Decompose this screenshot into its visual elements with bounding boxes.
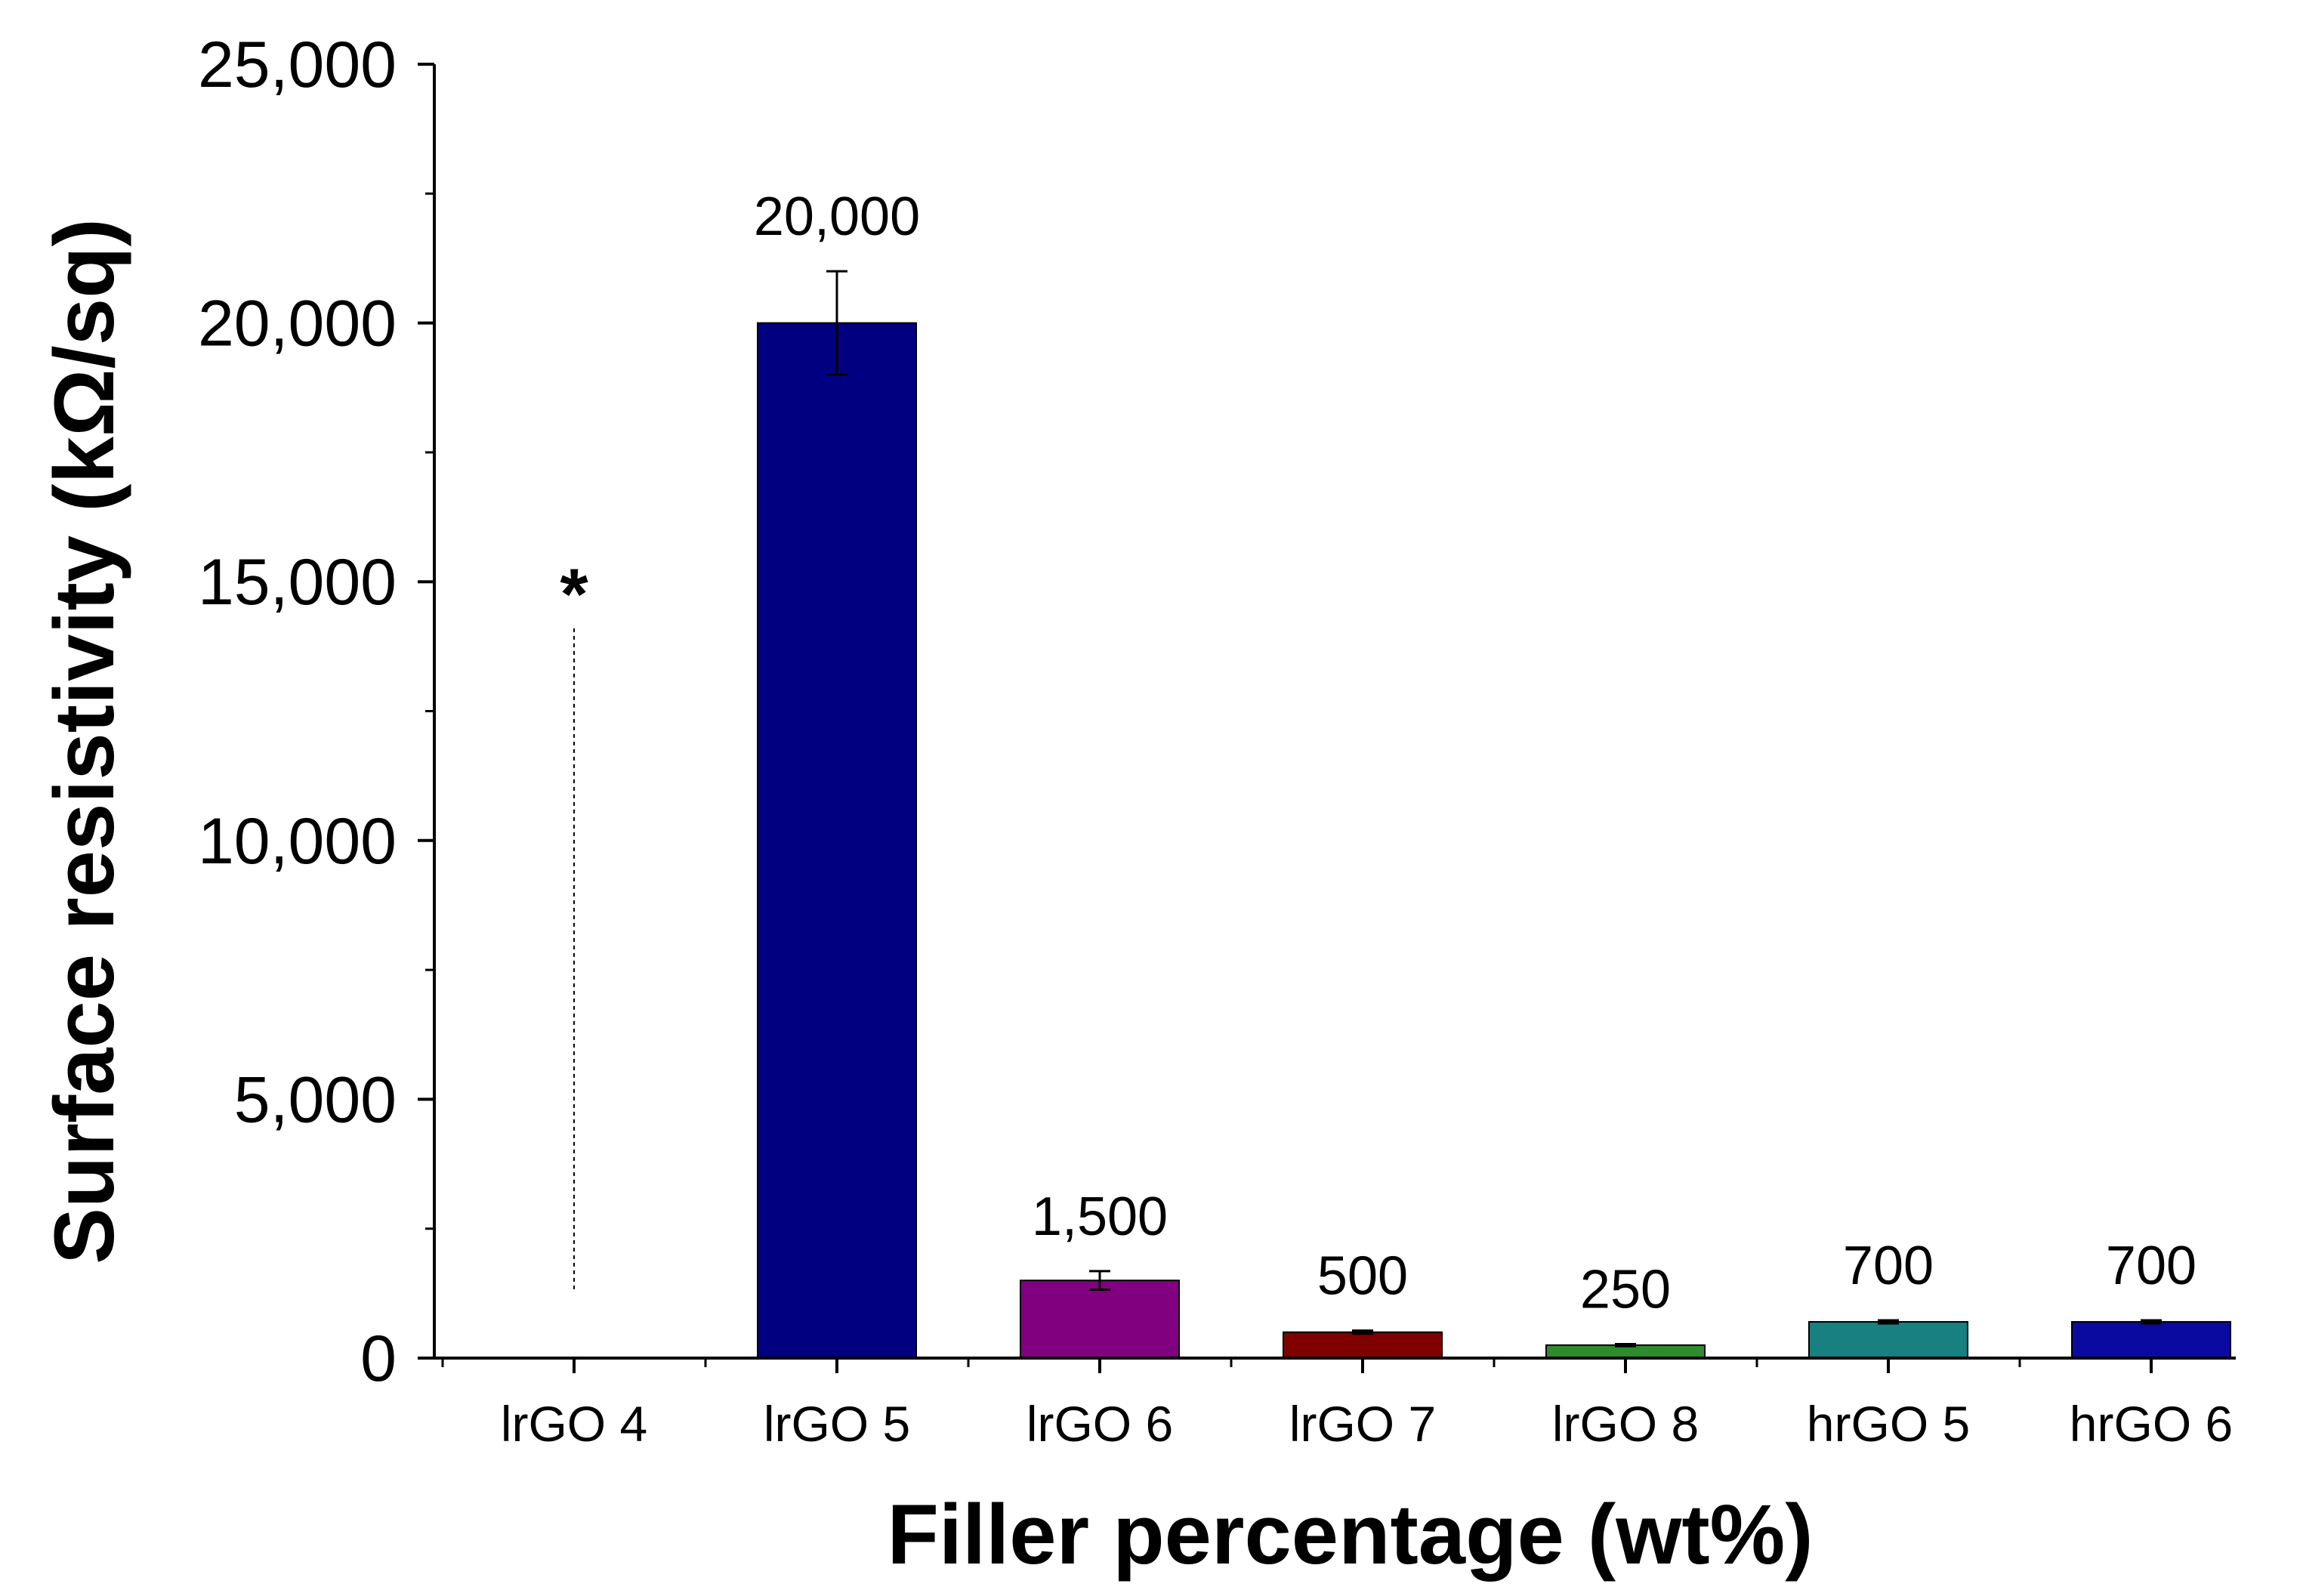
data-label: 500 bbox=[1317, 1246, 1408, 1307]
y-tick-label: 15,000 bbox=[198, 546, 397, 619]
error-bars-group bbox=[826, 270, 2162, 1347]
bars-group bbox=[757, 322, 2231, 1360]
bar-hrgo-5 bbox=[1808, 1321, 1968, 1360]
data-label: 700 bbox=[1843, 1236, 1934, 1296]
y-tick-label: 10,000 bbox=[198, 805, 397, 878]
y-tick-label: 25,000 bbox=[198, 29, 397, 101]
data-label: 700 bbox=[2106, 1236, 2196, 1296]
y-tick-label: 5,000 bbox=[234, 1063, 397, 1136]
bar-hrgo-6 bbox=[2071, 1321, 2231, 1360]
axes-group bbox=[418, 63, 2236, 1373]
x-tick-label: lrGO 5 bbox=[764, 1396, 910, 1452]
x-axis-title: Filler percentage (wt%) bbox=[887, 1487, 1813, 1582]
x-tick-label: lrGO 4 bbox=[501, 1396, 647, 1452]
y-axis-title: Surface resistivity (kΩ/sq) bbox=[37, 218, 131, 1264]
x-tick-label: hrGO 6 bbox=[2070, 1396, 2233, 1452]
x-tick-label: lrGO 6 bbox=[1026, 1396, 1173, 1452]
y-tick-label: 0 bbox=[360, 1323, 397, 1395]
labels-group: 20,000 1,500 500 250 700 700 * 0 5,000 10,000 15,0… bbox=[198, 29, 2233, 1452]
data-label: 1,500 bbox=[1032, 1187, 1168, 1247]
x-tick-label: lrGO 7 bbox=[1289, 1396, 1436, 1452]
x-tick-label: lrGO 8 bbox=[1552, 1396, 1699, 1452]
bar-lrgo-6 bbox=[1020, 1280, 1180, 1359]
annotation-asterisk: * bbox=[560, 554, 588, 635]
bar-lrgo-5 bbox=[757, 322, 917, 1360]
x-tick-label: hrGO 5 bbox=[1807, 1396, 1970, 1452]
data-label: 20,000 bbox=[754, 187, 920, 247]
y-tick-label: 20,000 bbox=[198, 288, 397, 360]
data-label: 250 bbox=[1580, 1259, 1671, 1320]
bar-lrgo-7 bbox=[1283, 1331, 1443, 1359]
